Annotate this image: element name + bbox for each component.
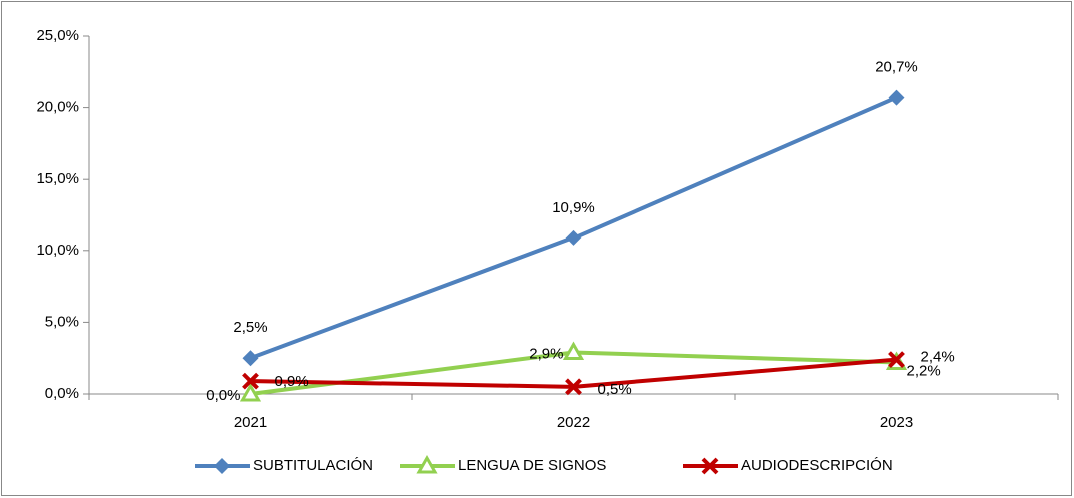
legend-label: SUBTITULACIÓN	[253, 457, 373, 474]
data-label: 10,9%	[552, 199, 595, 216]
marker	[888, 351, 905, 369]
y-tick-label: 15,0%	[36, 170, 79, 187]
marker	[565, 378, 582, 396]
data-label: 0,9%	[275, 373, 309, 390]
marker	[562, 341, 585, 360]
y-tick-label: 10,0%	[36, 242, 79, 259]
data-label: 2,2%	[907, 362, 941, 379]
marker	[416, 454, 438, 474]
y-tick-label: 20,0%	[36, 99, 79, 116]
marker	[701, 457, 719, 475]
y-tick-label: 5,0%	[45, 313, 79, 330]
data-label: 0,0%	[206, 387, 240, 404]
marker	[239, 382, 262, 402]
legend-label: AUDIODESCRIPCIÓN	[741, 457, 893, 474]
x-tick-label: 2022	[557, 414, 590, 431]
marker	[242, 350, 259, 367]
marker	[242, 372, 259, 390]
data-label: 2,5%	[233, 319, 267, 336]
data-label: 20,7%	[875, 59, 918, 76]
x-tick-label: 2021	[234, 414, 267, 431]
marker	[214, 458, 230, 474]
y-tick-label: 0,0%	[45, 385, 79, 402]
legend-label: LENGUA DE SIGNOS	[458, 457, 606, 474]
x-tick-label: 2023	[880, 414, 913, 431]
data-label: 2,9%	[529, 345, 563, 362]
marker	[888, 89, 905, 106]
data-label: 0,5%	[598, 381, 632, 398]
marker	[565, 229, 582, 246]
y-tick-label: 25,0%	[36, 27, 79, 44]
data-label: 2,4%	[921, 349, 955, 366]
